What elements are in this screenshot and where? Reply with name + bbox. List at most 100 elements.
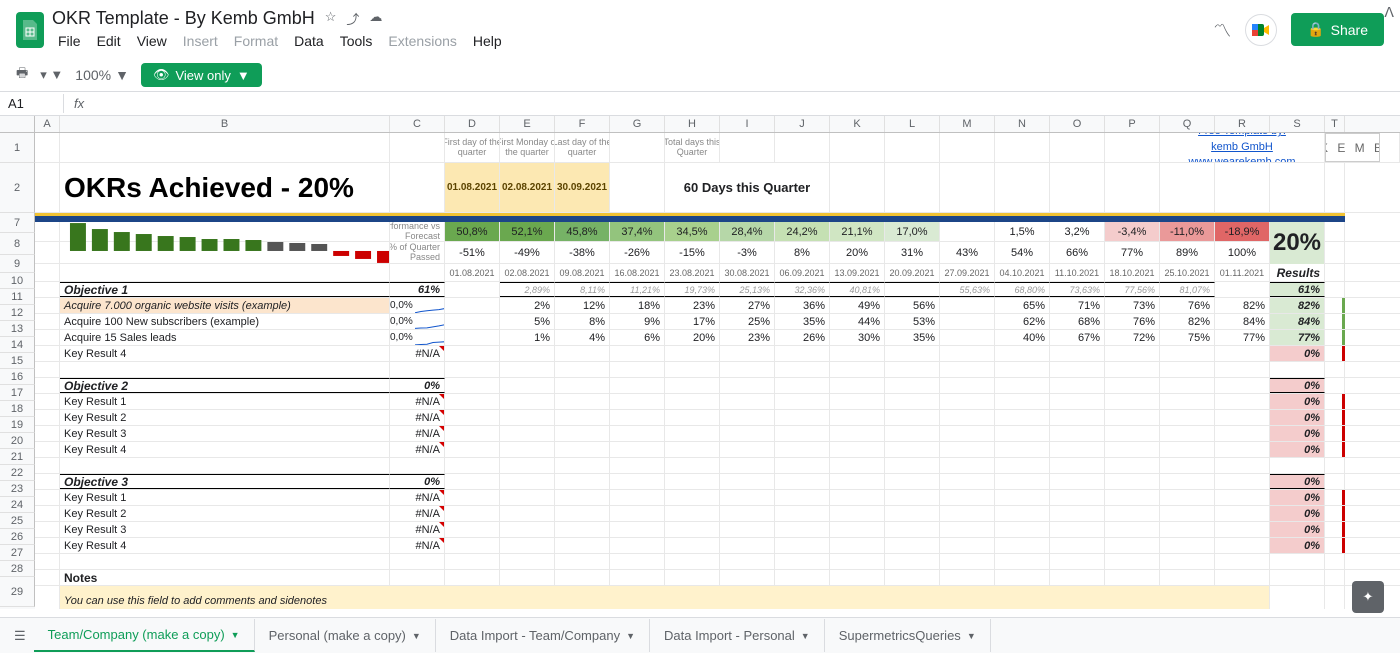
cell[interactable] (35, 346, 60, 361)
cell[interactable] (995, 346, 1050, 361)
cell[interactable]: -38% (555, 242, 610, 263)
cell[interactable] (1215, 282, 1270, 297)
cell[interactable] (885, 282, 940, 297)
cell[interactable] (1050, 458, 1105, 473)
cell[interactable] (1325, 330, 1345, 345)
cell[interactable]: 20.09.2021 (885, 264, 940, 281)
cell[interactable]: 0,0% (390, 330, 445, 345)
cell[interactable] (885, 538, 940, 553)
cell[interactable] (500, 474, 555, 489)
cell[interactable]: #N/A (390, 410, 445, 425)
cell[interactable] (610, 442, 665, 457)
cell[interactable] (830, 362, 885, 377)
cell[interactable]: 0% (390, 474, 445, 489)
cell[interactable] (885, 394, 940, 409)
cell[interactable]: 0% (1270, 522, 1325, 537)
cell[interactable] (445, 474, 500, 489)
cell[interactable]: 52,1% (500, 222, 555, 241)
cell[interactable]: 84% (1215, 314, 1270, 329)
cell[interactable]: First Monday ofthe quarter (500, 133, 555, 162)
cell[interactable] (390, 163, 445, 212)
cell[interactable] (500, 458, 555, 473)
cell[interactable]: 0% (1270, 538, 1325, 553)
cell[interactable] (500, 426, 555, 441)
cell[interactable] (1325, 554, 1345, 569)
cell[interactable] (1050, 490, 1105, 505)
template-link[interactable]: Free Template by:kemb GmbHwww.wearekemb.… (1160, 133, 1325, 162)
cell[interactable]: Last day of thequarter (555, 133, 610, 162)
cell[interactable] (1325, 362, 1345, 377)
cell[interactable] (830, 394, 885, 409)
cell[interactable]: 35% (885, 330, 940, 345)
cell[interactable] (35, 490, 60, 505)
cell[interactable] (830, 426, 885, 441)
key-result[interactable]: Acquire 15 Sales leads (60, 330, 390, 345)
cell[interactable] (445, 506, 500, 521)
row-header[interactable]: 2 (0, 163, 35, 213)
cell[interactable] (720, 506, 775, 521)
cell[interactable] (1325, 222, 1345, 241)
cell[interactable] (445, 378, 500, 393)
cell[interactable]: 68,80% (995, 282, 1050, 297)
cell[interactable] (995, 570, 1050, 585)
cell[interactable] (1050, 522, 1105, 537)
cell[interactable]: 02.08.2021 (500, 264, 555, 281)
cell[interactable] (1215, 378, 1270, 393)
cell[interactable]: 0,0% (390, 298, 445, 313)
cell[interactable]: #N/A (390, 426, 445, 441)
cell[interactable]: 25.10.2021 (1160, 264, 1215, 281)
cell[interactable]: #N/A (390, 522, 445, 537)
key-result[interactable]: Key Result 3 (60, 522, 390, 537)
cell[interactable] (610, 362, 665, 377)
cell[interactable]: 3,2% (1050, 222, 1105, 241)
cell[interactable] (1160, 506, 1215, 521)
cell[interactable]: 4% (555, 330, 610, 345)
cell[interactable]: 77,56% (1105, 282, 1160, 297)
cell[interactable]: 73,63% (1050, 282, 1105, 297)
cell[interactable]: 44% (830, 314, 885, 329)
row-header[interactable]: 27 (0, 545, 35, 561)
cell[interactable]: -15% (665, 242, 720, 263)
cell[interactable] (610, 378, 665, 393)
col-header[interactable]: C (390, 116, 445, 132)
cell[interactable]: 0,0% (390, 314, 445, 329)
cell[interactable] (1105, 474, 1160, 489)
col-header[interactable]: H (665, 116, 720, 132)
cell[interactable] (35, 506, 60, 521)
menu-edit[interactable]: Edit (91, 31, 127, 51)
cell[interactable] (500, 506, 555, 521)
cell[interactable] (720, 442, 775, 457)
cell[interactable] (610, 474, 665, 489)
cell[interactable]: 77% (1105, 242, 1160, 263)
col-header[interactable]: A (35, 116, 60, 132)
cell[interactable] (1160, 442, 1215, 457)
col-header[interactable]: S (1270, 116, 1325, 132)
cell[interactable] (555, 522, 610, 537)
cell[interactable] (500, 378, 555, 393)
cell[interactable] (885, 458, 940, 473)
cell[interactable] (1215, 163, 1270, 212)
cell[interactable] (445, 538, 500, 553)
cell[interactable] (610, 133, 665, 162)
cell[interactable] (665, 362, 720, 377)
cell[interactable] (445, 490, 500, 505)
cell[interactable] (610, 394, 665, 409)
cell[interactable] (995, 490, 1050, 505)
cell[interactable] (610, 346, 665, 361)
cell[interactable] (1160, 538, 1215, 553)
row-header[interactable]: 23 (0, 481, 35, 497)
cell[interactable]: 01.11.2021 (1215, 264, 1270, 281)
cell[interactable] (1050, 378, 1105, 393)
cell[interactable]: 30.08.2021 (720, 264, 775, 281)
cell[interactable]: Performance vsForecast (390, 222, 445, 241)
cell[interactable] (500, 346, 555, 361)
menu-view[interactable]: View (131, 31, 173, 51)
menu-data[interactable]: Data (288, 31, 330, 51)
sheet-tab[interactable]: Data Import - Team/Company▼ (436, 619, 650, 652)
cell[interactable] (720, 490, 775, 505)
cell[interactable] (1215, 426, 1270, 441)
cell[interactable] (885, 522, 940, 537)
cell[interactable] (775, 442, 830, 457)
cell[interactable] (610, 570, 665, 585)
cell[interactable] (445, 522, 500, 537)
